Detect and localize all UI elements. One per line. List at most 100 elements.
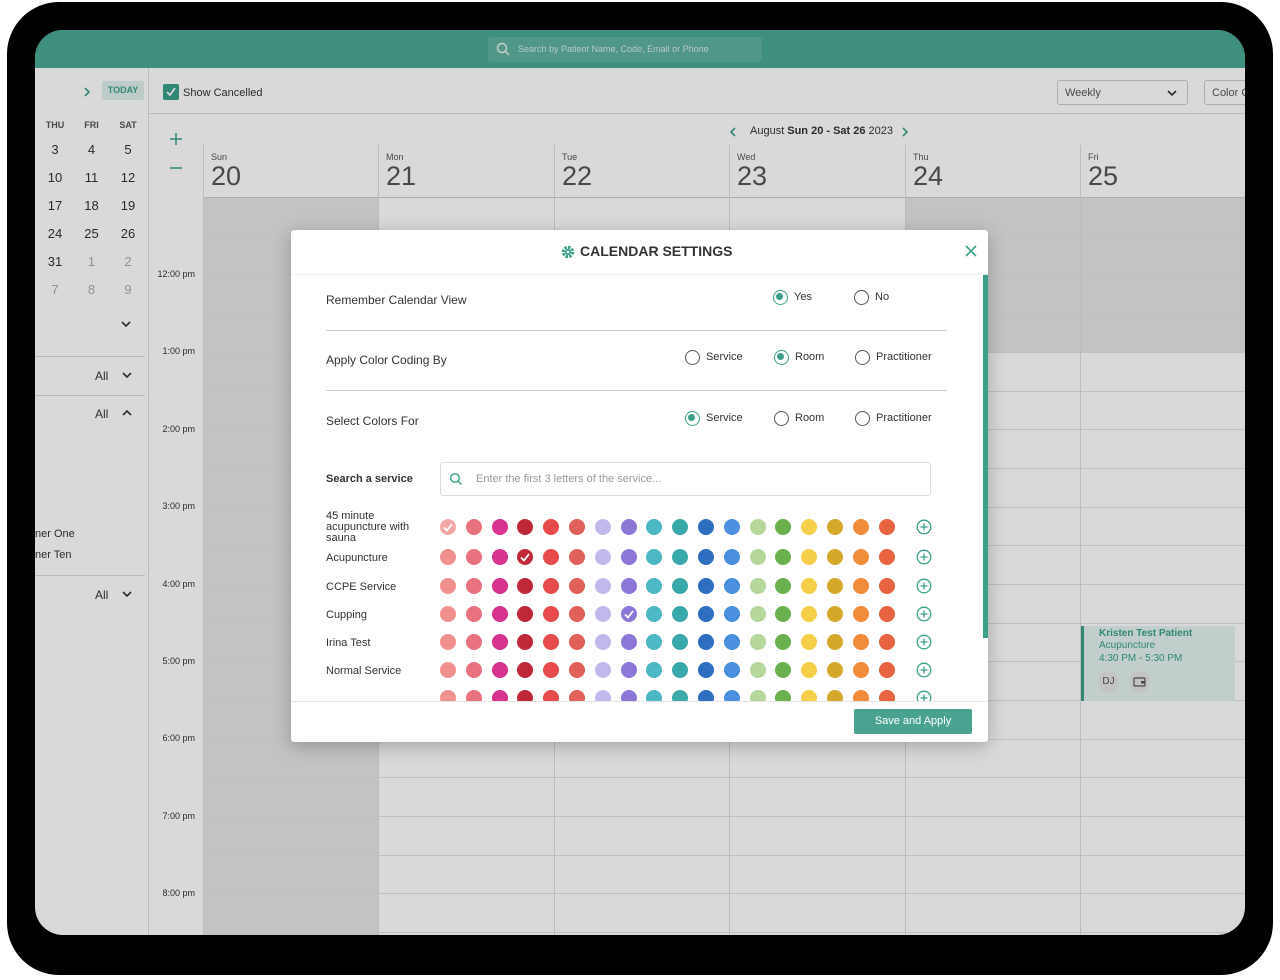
today-button[interactable] <box>102 81 144 100</box>
color-swatch[interactable] <box>440 606 456 622</box>
color-swatch[interactable] <box>672 634 689 650</box>
chevron[interactable] <box>1166 86 1178 98</box>
mini-calendar-day[interactable]: 4 <box>87 142 96 157</box>
radio[interactable] <box>773 349 789 365</box>
color-swatch[interactable] <box>827 549 843 565</box>
color-swatch[interactable] <box>749 578 766 594</box>
add-color-button[interactable] <box>916 634 932 650</box>
mini-calendar-day[interactable]: 2 <box>124 254 132 269</box>
color-button[interactable] <box>1204 80 1245 105</box>
color-swatch[interactable] <box>646 662 663 678</box>
color-swatch[interactable] <box>543 634 560 650</box>
color-swatch[interactable] <box>491 690 508 701</box>
color-swatch[interactable] <box>827 578 843 594</box>
radio[interactable] <box>773 410 789 426</box>
color-swatch[interactable] <box>440 549 456 565</box>
chevron[interactable] <box>121 406 133 418</box>
color-swatch[interactable] <box>465 634 482 650</box>
mini-calendar-day[interactable]: 24 <box>47 226 63 241</box>
color-swatch[interactable] <box>801 662 818 678</box>
color-swatch[interactable] <box>517 634 534 650</box>
color-swatch[interactable] <box>878 578 895 594</box>
add-color-button[interactable] <box>916 578 932 594</box>
add-color-button[interactable] <box>916 549 932 565</box>
color-swatch[interactable] <box>672 662 689 678</box>
color-swatch[interactable] <box>517 606 534 622</box>
color-swatch[interactable] <box>440 578 456 594</box>
color-swatch[interactable] <box>698 549 714 565</box>
color-swatch[interactable] <box>517 662 534 678</box>
color-swatch[interactable] <box>491 634 508 650</box>
color-swatch[interactable] <box>569 690 585 701</box>
color-swatch[interactable] <box>517 549 534 565</box>
color-swatch[interactable] <box>749 549 766 565</box>
radio[interactable] <box>854 349 870 365</box>
color-swatch[interactable] <box>594 519 611 535</box>
color-swatch[interactable] <box>491 662 508 678</box>
color-swatch[interactable] <box>672 519 689 535</box>
color-swatch[interactable] <box>594 662 611 678</box>
color-swatch[interactable] <box>569 606 585 622</box>
zoom-in[interactable] <box>169 132 183 146</box>
color-swatch[interactable] <box>491 578 508 594</box>
color-swatch[interactable] <box>646 634 663 650</box>
color-swatch[interactable] <box>543 606 560 622</box>
color-swatch[interactable] <box>620 578 637 594</box>
color-swatch[interactable] <box>852 519 869 535</box>
color-swatch[interactable] <box>594 606 611 622</box>
color-swatch[interactable] <box>698 690 714 701</box>
color-swatch[interactable] <box>543 549 560 565</box>
mini-calendar-day[interactable]: 7 <box>51 282 59 297</box>
color-swatch[interactable] <box>852 578 869 594</box>
color-swatch[interactable] <box>491 519 508 535</box>
color-swatch[interactable] <box>878 690 895 701</box>
color-swatch[interactable] <box>698 662 714 678</box>
color-swatch[interactable] <box>852 606 869 622</box>
color-swatch[interactable] <box>852 634 869 650</box>
add-color-button[interactable] <box>916 606 932 622</box>
chevron[interactable] <box>121 368 133 380</box>
checkbox[interactable] <box>163 84 179 100</box>
color-swatch[interactable] <box>827 690 843 701</box>
color-swatch[interactable] <box>569 549 585 565</box>
color-swatch[interactable] <box>723 519 740 535</box>
chevron[interactable] <box>81 85 93 97</box>
color-swatch[interactable] <box>569 634 585 650</box>
color-swatch[interactable] <box>698 519 714 535</box>
color-swatch[interactable] <box>749 634 766 650</box>
radio-label[interactable]: Practitioner <box>876 412 932 424</box>
mini-calendar-day[interactable]: 25 <box>84 226 99 241</box>
color-swatch[interactable] <box>827 519 843 535</box>
color-swatch[interactable] <box>517 690 534 701</box>
radio[interactable] <box>853 289 869 305</box>
mini-calendar-day[interactable]: 31 <box>47 254 63 269</box>
filter-label[interactable]: All <box>95 369 109 383</box>
radio-label[interactable]: No <box>875 291 890 303</box>
color-swatch[interactable] <box>594 690 611 701</box>
color-swatch[interactable] <box>440 690 456 701</box>
color-swatch[interactable] <box>698 606 714 622</box>
color-swatch[interactable] <box>801 690 818 701</box>
color-swatch[interactable] <box>827 634 843 650</box>
color-swatch[interactable] <box>543 662 560 678</box>
color-swatch[interactable] <box>723 549 740 565</box>
color-swatch[interactable] <box>440 634 456 650</box>
color-swatch[interactable] <box>465 578 482 594</box>
color-swatch[interactable] <box>698 578 714 594</box>
color-swatch[interactable] <box>801 549 818 565</box>
color-swatch[interactable] <box>852 690 869 701</box>
color-swatch[interactable] <box>801 606 818 622</box>
color-swatch[interactable] <box>646 549 663 565</box>
color-swatch[interactable] <box>543 519 560 535</box>
add-color-button[interactable] <box>916 690 932 701</box>
color-swatch[interactable] <box>465 690 482 701</box>
color-swatch[interactable] <box>517 578 534 594</box>
color-swatch[interactable] <box>878 606 895 622</box>
color-swatch[interactable] <box>620 606 637 622</box>
save-button[interactable]: Save and Apply <box>854 709 972 734</box>
service-search[interactable] <box>440 462 931 496</box>
color-swatch[interactable] <box>801 519 818 535</box>
color-swatch[interactable] <box>440 662 456 678</box>
radio[interactable] <box>854 410 870 426</box>
color-swatch[interactable] <box>465 549 482 565</box>
